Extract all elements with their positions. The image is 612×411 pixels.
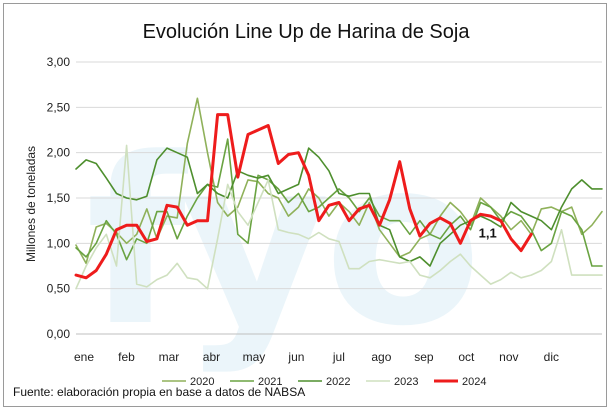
- x-tick-label: feb: [118, 350, 135, 364]
- y-tick-label: 2,00: [47, 146, 71, 160]
- y-axis-ticks: 0,00 0,50 1,00 1,50 2,00 2,50 3,00: [47, 55, 71, 341]
- chart-svg: fyo Evolución Line Up de Harina de Soja …: [13, 21, 603, 399]
- x-tick-label: abr: [203, 350, 220, 364]
- legend-label-2020: 2020: [190, 376, 214, 388]
- series-line-2024: [74, 113, 533, 280]
- y-tick-label: 2,50: [47, 100, 71, 114]
- x-axis-ticks: ene feb mar abr may jun jul ago sep oct nov dic: [74, 350, 559, 364]
- x-tick-label: nov: [499, 350, 518, 364]
- series-line-2022: [75, 147, 603, 267]
- chart-title: Evolución Line Up de Harina de Soja: [143, 21, 471, 43]
- x-tick-label: jun: [287, 350, 304, 364]
- x-tick-label: ago: [371, 350, 391, 364]
- x-tick-label: jul: [332, 350, 345, 364]
- x-tick-label: oct: [458, 350, 475, 364]
- chart-frame: fyo Evolución Line Up de Harina de Soja …: [3, 3, 607, 407]
- y-axis-label: Millones de toneladas: [24, 146, 38, 262]
- y-tick-label: 1,50: [47, 191, 71, 205]
- latest-value-annotation: 1,1: [479, 225, 497, 240]
- legend-label-2021: 2021: [258, 376, 282, 388]
- x-tick-label: ene: [74, 350, 94, 364]
- y-tick-label: 1,00: [47, 236, 71, 250]
- y-tick-label: 3,00: [47, 55, 71, 69]
- legend: 2020 2021 2022 2023 2024: [162, 376, 486, 388]
- x-tick-label: sep: [414, 350, 434, 364]
- x-tick-label: may: [243, 350, 266, 364]
- legend-label-2024: 2024: [462, 376, 486, 388]
- source-note: Fuente: elaboración propia en base a dat…: [13, 385, 305, 399]
- series-line-2023: [75, 144, 603, 290]
- x-tick-label: dic: [544, 350, 559, 364]
- series-lines: [74, 97, 603, 290]
- x-tick-label: mar: [159, 350, 180, 364]
- y-tick-label: 0,50: [47, 282, 71, 296]
- y-tick-label: 0,00: [47, 327, 71, 341]
- legend-label-2022: 2022: [326, 376, 350, 388]
- legend-label-2023: 2023: [394, 376, 418, 388]
